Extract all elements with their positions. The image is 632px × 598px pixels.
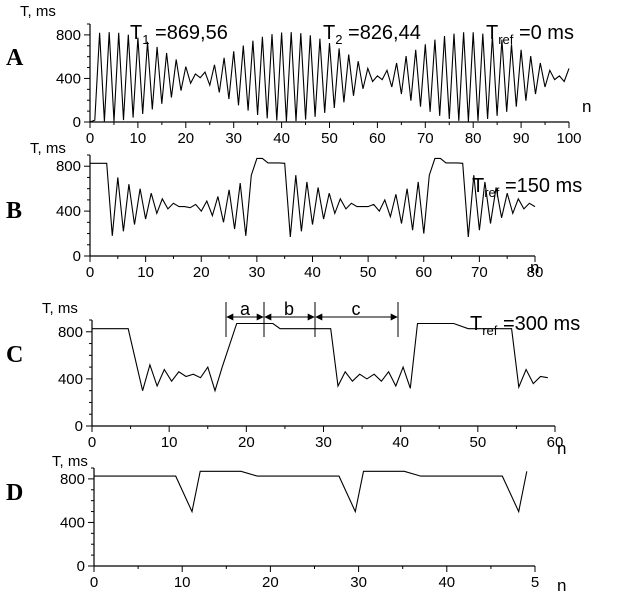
interval-label-b: b	[284, 299, 294, 319]
ylabel-a: T, ms	[20, 3, 56, 20]
x-tick-label-d: 5	[531, 574, 539, 591]
x-tick-label-c: 40	[392, 434, 409, 451]
tref-c-symbol: T	[470, 313, 482, 335]
annotation-tref-a: Tref =0 ms	[486, 22, 574, 47]
x-tick-label-b: 40	[304, 264, 321, 281]
ylabel-c: T, ms	[42, 300, 78, 317]
y-tick-label-a: 800	[56, 27, 81, 44]
annotation-t2-symbol: T	[323, 22, 335, 44]
tref-c-sub: ref	[482, 323, 498, 338]
x-tick-label-c: 60	[547, 434, 564, 451]
y-tick-label-b: 400	[56, 203, 81, 220]
annotation-t1-sub: 1	[142, 32, 149, 47]
x-tick-label-a: 80	[465, 130, 482, 147]
tref-c-value: =300 ms	[497, 313, 580, 335]
xlabel-d: n	[557, 576, 566, 595]
y-tick-label-a: 400	[56, 70, 81, 87]
annotation-t2: T2 =826,44	[323, 22, 421, 47]
annotation-t1: T1 =869,56	[130, 22, 228, 47]
tref-a-value: =0 ms	[513, 22, 574, 44]
xlabel-a: n	[582, 97, 591, 116]
x-tick-label-d: 10	[174, 574, 191, 591]
panel-label-d: D	[6, 480, 23, 506]
x-tick-label-b: 30	[249, 264, 266, 281]
x-tick-label-c: 20	[238, 434, 255, 451]
annotation-t2-sub: 2	[335, 32, 342, 47]
y-tick-label-d: 400	[60, 514, 85, 531]
interval-label-a: a	[240, 299, 251, 319]
series-line-b	[90, 157, 536, 237]
panel-label-c: C	[6, 342, 23, 368]
annotation-t1-symbol: T	[130, 22, 142, 44]
x-tick-label-b: 10	[137, 264, 154, 281]
x-tick-label-b: 0	[86, 264, 94, 281]
panel-label-a: A	[6, 45, 24, 71]
y-tick-label-d: 0	[77, 558, 85, 575]
x-tick-label-d: 0	[90, 574, 98, 591]
xlabel-c: n	[557, 439, 566, 458]
annotation-tref-b: Tref =150 ms	[472, 175, 582, 200]
xlabel-b: n	[530, 258, 539, 277]
x-tick-label-b: 50	[360, 264, 377, 281]
series-line-a	[89, 32, 570, 123]
x-tick-label-d: 40	[438, 574, 455, 591]
x-tick-label-a: 100	[556, 130, 581, 147]
ylabel-d: T, ms	[52, 453, 88, 470]
x-tick-label-c: 10	[161, 434, 178, 451]
panel-label-b: B	[6, 198, 22, 224]
y-tick-label-a: 0	[73, 114, 81, 131]
x-tick-label-c: 0	[88, 434, 96, 451]
annotation-t2-value: =826,44	[342, 22, 420, 44]
y-tick-label-c: 0	[75, 418, 83, 435]
x-tick-label-a: 90	[513, 130, 530, 147]
x-tick-label-a: 60	[369, 130, 386, 147]
y-tick-label-c: 400	[58, 371, 83, 388]
x-tick-label-a: 10	[130, 130, 147, 147]
y-tick-label-b: 0	[73, 248, 81, 265]
x-tick-label-d: 20	[262, 574, 279, 591]
x-tick-label-c: 30	[315, 434, 332, 451]
ylabel-b: T, ms	[30, 140, 66, 157]
x-tick-label-b: 70	[471, 264, 488, 281]
x-tick-label-a: 0	[86, 130, 94, 147]
interval-label-c: c	[352, 299, 361, 319]
x-tick-label-b: 60	[415, 264, 432, 281]
tref-b-value: =150 ms	[499, 175, 582, 197]
x-tick-label-a: 20	[177, 130, 194, 147]
y-tick-label-b: 800	[56, 158, 81, 175]
annotation-t1-value: =869,56	[149, 22, 227, 44]
x-tick-label-d: 30	[350, 574, 367, 591]
x-tick-label-a: 30	[225, 130, 242, 147]
x-tick-label-b: 20	[193, 264, 210, 281]
y-tick-label-c: 800	[58, 324, 83, 341]
tref-a-symbol: T	[486, 22, 498, 44]
x-tick-label-c: 50	[469, 434, 486, 451]
series-line-d	[94, 470, 528, 514]
annotation-tref-c: Tref =300 ms	[470, 313, 580, 338]
x-tick-label-a: 40	[273, 130, 290, 147]
x-tick-label-b: 80	[527, 264, 544, 281]
series-line-c	[92, 322, 548, 393]
x-tick-label-a: 50	[321, 130, 338, 147]
y-tick-label-d: 800	[60, 471, 85, 488]
x-tick-label-a: 70	[417, 130, 434, 147]
